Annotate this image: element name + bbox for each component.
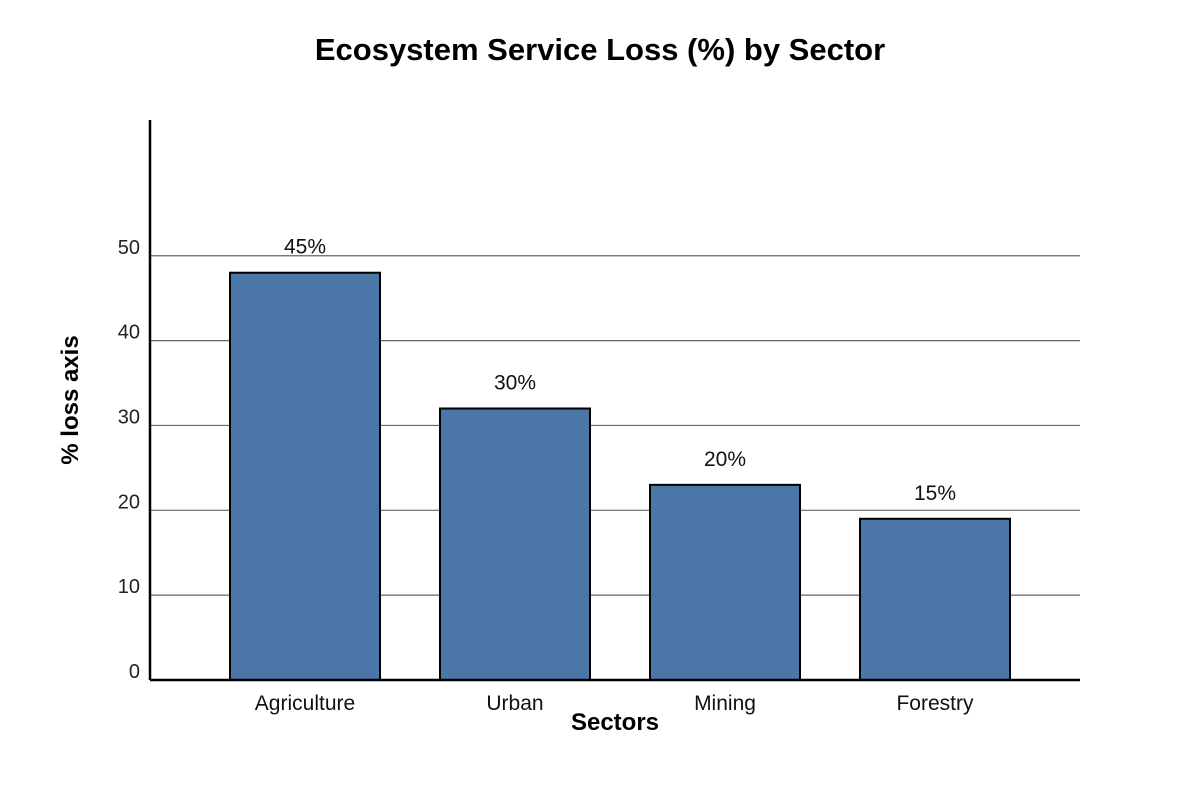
bars bbox=[229, 271, 1011, 682]
chart-title: Ecosystem Service Loss (%) by Sector bbox=[315, 32, 885, 67]
y-tick-label: 50 bbox=[118, 237, 140, 259]
y-tick-label: 10 bbox=[118, 576, 140, 598]
data-label-mining: 20% bbox=[704, 448, 746, 471]
y-tick-label: 40 bbox=[118, 322, 140, 344]
bar-forestry bbox=[859, 517, 1011, 682]
y-tick-label: 0 bbox=[129, 661, 140, 683]
data-label-forestry: 15% bbox=[914, 482, 956, 505]
y-tick-label: 20 bbox=[118, 491, 140, 513]
category-labels: Agriculture Urban Mining Forestry bbox=[255, 692, 974, 715]
data-labels: 45% 30% 20% 15% bbox=[284, 236, 956, 505]
data-label-agriculture: 45% bbox=[284, 236, 326, 259]
y-axis-title: % loss axis bbox=[57, 335, 84, 464]
bar-mining bbox=[649, 483, 801, 681]
bar-agriculture bbox=[229, 271, 381, 681]
bar-urban bbox=[439, 407, 591, 681]
category-label-mining: Mining bbox=[694, 692, 756, 715]
category-label-urban: Urban bbox=[486, 692, 543, 715]
y-tick-label: 30 bbox=[118, 406, 140, 428]
category-label-forestry: Forestry bbox=[896, 692, 974, 715]
x-axis-title: Sectors bbox=[571, 709, 659, 736]
category-label-agriculture: Agriculture bbox=[255, 692, 355, 715]
y-axis-ticks: 0 10 20 30 40 50 bbox=[118, 237, 140, 683]
data-label-urban: 30% bbox=[494, 371, 536, 394]
